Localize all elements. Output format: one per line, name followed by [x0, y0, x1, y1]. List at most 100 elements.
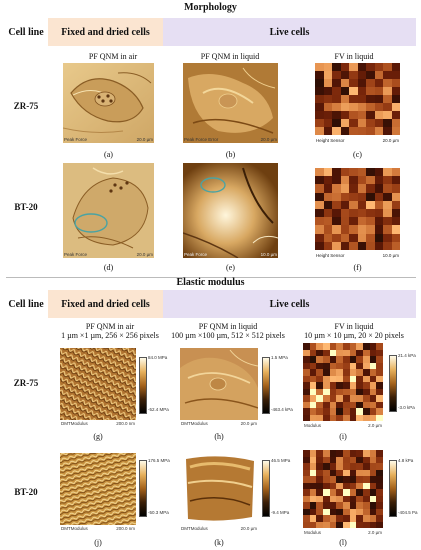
afm-pixel — [357, 168, 366, 177]
afm-pixel — [322, 463, 330, 470]
afm-pixel — [329, 482, 337, 489]
afm-pixel — [391, 127, 400, 135]
afm-pixel — [303, 349, 310, 356]
afm-pixel — [323, 192, 332, 201]
afm-pixel — [309, 450, 317, 457]
afm-pixel — [357, 79, 366, 87]
afm-pixel — [376, 375, 383, 382]
afm-pixel — [376, 414, 383, 421]
afm-pixel — [357, 95, 366, 103]
afm-pixel — [342, 469, 350, 476]
colorbar-h-min: -463.4 kPa — [271, 407, 293, 412]
afm-pixel — [303, 382, 310, 389]
afm-pixel — [322, 521, 330, 528]
afm-pixel — [322, 401, 330, 408]
caption-g: (g) — [93, 432, 103, 441]
afm-pixel — [342, 343, 350, 350]
afm-pixel — [316, 388, 323, 395]
afm-pixel — [340, 63, 349, 71]
afm-pixel — [376, 508, 383, 515]
afm-pixel — [349, 192, 358, 201]
afm-pixel — [369, 414, 377, 421]
afm-pixel — [322, 482, 330, 489]
afm-pixel — [366, 103, 375, 111]
colorbar-j-min: -50.3 MPa — [148, 510, 169, 515]
afm-pixel — [376, 343, 383, 350]
afm-pixel — [340, 87, 349, 95]
afm-pixel — [309, 356, 317, 363]
afm-pixel — [349, 450, 357, 457]
afm-pixel — [369, 382, 377, 389]
afm-pixel — [342, 495, 350, 502]
afm-pixel — [369, 469, 377, 476]
afm-pixel — [303, 469, 310, 476]
afm-pixel — [309, 414, 317, 421]
afm-pixel — [340, 127, 349, 135]
afm-pixel — [309, 349, 317, 356]
afm-pixel — [369, 482, 377, 489]
afm-pixel — [309, 382, 317, 389]
afm-pixel — [349, 79, 358, 87]
afm-pixel — [349, 388, 357, 395]
afm-pixel — [316, 395, 323, 402]
afm-pixel — [332, 176, 341, 185]
afm-pixel — [374, 111, 383, 119]
colorbar-g-max: 84.0 MPa — [148, 355, 168, 360]
afm-pixel — [329, 414, 337, 421]
afm-pixel — [362, 495, 370, 502]
afm-pixel — [329, 502, 337, 509]
afm-pixel — [362, 502, 370, 509]
afm-pixel — [349, 71, 358, 79]
afm-pixel — [356, 502, 363, 509]
afm-image-l: Modulus 2.0 µm — [303, 450, 383, 535]
afm-pixel — [369, 476, 377, 483]
afm-pixel — [315, 241, 324, 250]
afm-pixel — [356, 343, 363, 350]
caption-a: (a) — [104, 150, 113, 159]
afm-pixel — [336, 521, 343, 528]
panel-h-channel: DMTModulus — [181, 421, 208, 426]
afm-pixel — [336, 362, 343, 369]
afm-pixel — [374, 71, 383, 79]
afm-pixel — [362, 375, 370, 382]
caption-c: (c) — [353, 150, 362, 159]
afm-pixel — [316, 408, 323, 415]
panel-a-scale: 20.0 µm — [136, 137, 153, 142]
panel-j-channel: DMTModulus — [61, 526, 88, 531]
morph-row-label-bt20: BT-20 — [14, 202, 38, 212]
afm-pixel — [374, 184, 383, 193]
afm-pixel — [362, 408, 370, 415]
afm-pixel — [315, 119, 324, 127]
afm-pixel — [356, 495, 363, 502]
afm-pixel — [356, 489, 363, 496]
morph-col-head-1: PF QNM in air — [88, 52, 138, 61]
afm-pixel — [362, 395, 370, 402]
afm-pixel — [332, 87, 341, 95]
afm-pixel — [309, 388, 317, 395]
afm-pixel — [342, 456, 350, 463]
elastic-row-label-zr75: ZR-75 — [13, 378, 39, 388]
afm-pixel — [315, 233, 324, 242]
afm-pixel — [315, 192, 324, 201]
afm-pixel — [303, 388, 310, 395]
morph-col-head-2: PF QNM in liquid — [200, 52, 260, 61]
afm-pixel — [315, 111, 324, 119]
afm-pixel — [366, 225, 375, 234]
afm-pixel — [391, 241, 400, 250]
afm-pixel — [315, 71, 324, 79]
morph-row-label-zr75: ZR-75 — [13, 101, 39, 111]
afm-pixel — [374, 241, 383, 250]
afm-pixel — [342, 401, 350, 408]
afm-pixel — [322, 469, 330, 476]
afm-pixel — [316, 489, 323, 496]
afm-pixel — [329, 395, 337, 402]
afm-pixel — [366, 168, 375, 177]
afm-pixel — [336, 375, 343, 382]
afm-pixel — [362, 489, 370, 496]
afm-pixel — [315, 127, 324, 135]
afm-pixel — [309, 489, 317, 496]
afm-pixel — [362, 463, 370, 470]
afm-pixel — [369, 515, 377, 522]
panel-b-scale: 20.0 µm — [260, 137, 277, 142]
afm-pixel — [322, 343, 330, 350]
